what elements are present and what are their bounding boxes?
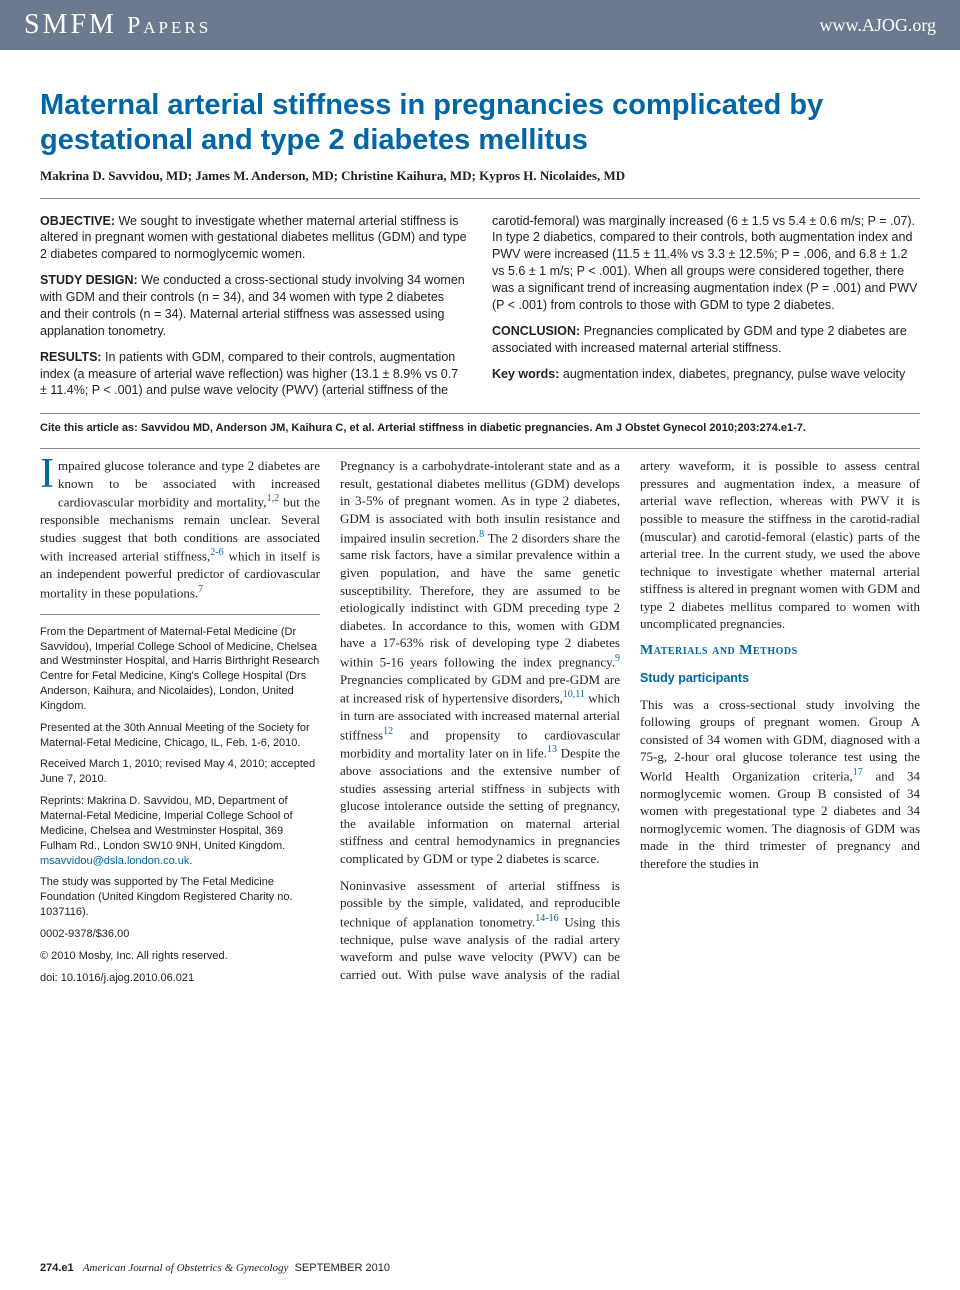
affil-copyright: © 2010 Mosby, Inc. All rights reserved. bbox=[40, 949, 320, 964]
abstract-conclusion: CONCLUSION: Pregnancies complicated by G… bbox=[492, 323, 920, 357]
subheading-participants: Study participants bbox=[640, 670, 920, 687]
page-footer: 274.e1 American Journal of Obstetrics & … bbox=[40, 1262, 390, 1274]
journal-name: American Journal of Obstetrics & Gynecol… bbox=[83, 1262, 289, 1274]
issue-date: SEPTEMBER 2010 bbox=[295, 1262, 390, 1274]
section-name: SMFM Papers bbox=[24, 9, 211, 41]
section-heading-methods: Materials and Methods bbox=[640, 642, 920, 661]
abstract-design: STUDY DESIGN: We conducted a cross-secti… bbox=[40, 272, 468, 340]
divider bbox=[40, 413, 920, 414]
divider bbox=[40, 198, 920, 199]
abstract-keywords: Key words: augmentation index, diabetes,… bbox=[492, 366, 920, 383]
abstract-block: OBJECTIVE: We sought to investigate whet… bbox=[40, 213, 920, 400]
affiliation-block: From the Department of Maternal-Fetal Me… bbox=[40, 614, 320, 986]
affil-price: 0002-9378/$36.00 bbox=[40, 927, 320, 942]
affil-dates: Received March 1, 2010; revised May 4, 2… bbox=[40, 757, 320, 787]
divider bbox=[40, 448, 920, 449]
body-para-4: This was a cross-sectional study involvi… bbox=[640, 696, 920, 873]
affil-support: The study was supported by The Fetal Med… bbox=[40, 875, 320, 920]
body-para-1: Impaired glucose tolerance and type 2 di… bbox=[40, 457, 320, 601]
article-title: Maternal arterial stiffness in pregnanci… bbox=[40, 88, 920, 158]
citation-line: Cite this article as: Savvidou MD, Ander… bbox=[40, 422, 920, 434]
affil-doi: doi: 10.1016/j.ajog.2010.06.021 bbox=[40, 971, 320, 986]
author-list: Makrina D. Savvidou, MD; James M. Anders… bbox=[40, 168, 920, 184]
body-para-2: Pregnancy is a carbohydrate-intolerant s… bbox=[340, 457, 620, 867]
page-number: 274.e1 bbox=[40, 1262, 74, 1274]
journal-url: www.AJOG.org bbox=[820, 15, 937, 36]
affil-reprints: Reprints: Makrina D. Savvidou, MD, Depar… bbox=[40, 794, 320, 868]
affil-from: From the Department of Maternal-Fetal Me… bbox=[40, 625, 320, 714]
body-columns: Impaired glucose tolerance and type 2 di… bbox=[40, 457, 920, 985]
article-content: Maternal arterial stiffness in pregnanci… bbox=[0, 50, 960, 985]
journal-header: SMFM Papers www.AJOG.org bbox=[0, 0, 960, 50]
corresponding-email[interactable]: msavvidou@dsla.london.co.uk bbox=[40, 855, 189, 867]
affil-presented: Presented at the 30th Annual Meeting of … bbox=[40, 721, 320, 751]
abstract-objective: OBJECTIVE: We sought to investigate whet… bbox=[40, 213, 468, 264]
